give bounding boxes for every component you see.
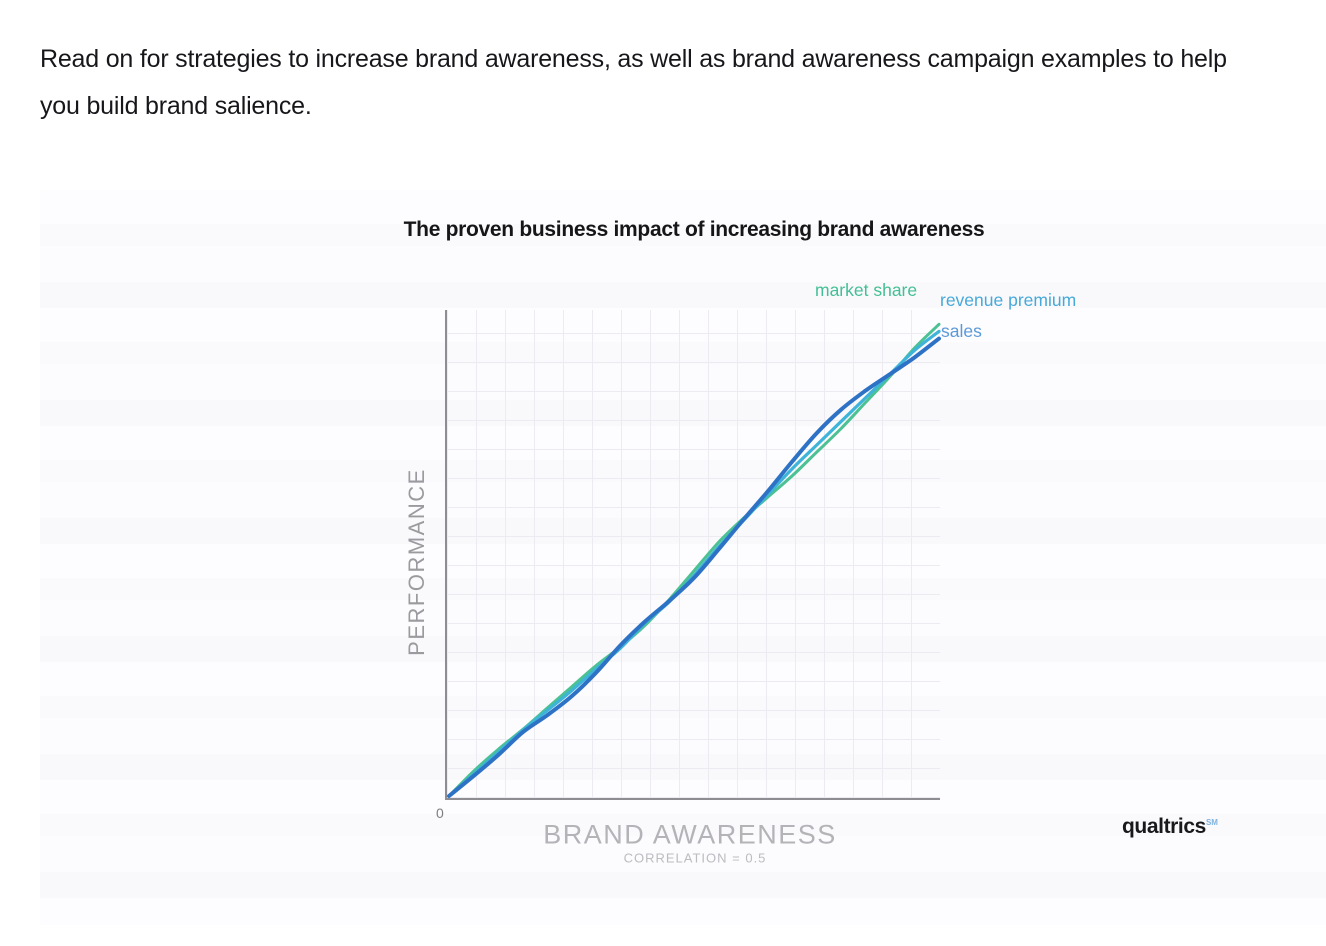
origin-tick-label: 0 [436, 805, 444, 821]
qualtrics-logo: qualtricsSM [1122, 815, 1218, 839]
qualtrics-wordmark: qualtrics [1122, 815, 1206, 838]
brand-awareness-figure: The proven business impact of increasing… [40, 190, 1326, 925]
chart-lines [447, 322, 941, 798]
qualtrics-sm-mark: SM [1205, 818, 1218, 827]
chart-title: The proven business impact of increasing… [403, 218, 985, 241]
y-axis-label: PERFORMANCE [404, 468, 429, 656]
legend-revenue-premium: revenue premium [940, 290, 1077, 310]
legend-sales: sales [941, 321, 982, 341]
line-market-share [447, 322, 941, 798]
line-sales [447, 336, 941, 798]
legend-market-share: market share [815, 280, 918, 300]
correlation-label: CORRELATION = 0.5 [623, 850, 767, 866]
intro-paragraph: Read on for strategies to increase brand… [40, 45, 1227, 120]
chart-plot [445, 310, 941, 800]
x-axis-label: BRAND AWARENESS [543, 819, 837, 850]
